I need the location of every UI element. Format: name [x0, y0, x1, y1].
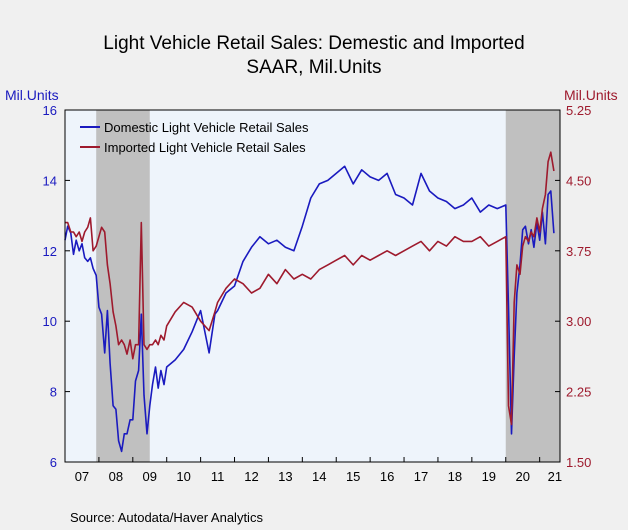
axis-ticks: 6 8 10 12 14 16 1.50 2.25 3.00 3.75 4.50 5.25 07 08 09…: [43, 103, 592, 484]
left-tick-label-3: 12: [43, 244, 57, 259]
legend: Domestic Light Vehicle Retail Sales Impo…: [80, 120, 309, 155]
left-tick-label-1: 8: [50, 385, 57, 400]
left-tick-label-5: 16: [43, 103, 57, 118]
left-tick-label-4: 14: [43, 173, 57, 188]
x-tick-label-3: 10: [176, 469, 190, 484]
recession-band-0: [96, 110, 150, 462]
legend-label-domestic: Domestic Light Vehicle Retail Sales: [104, 120, 309, 135]
right-tick-label-5: 5.25: [566, 103, 591, 118]
series-line-imported: [65, 151, 555, 426]
x-tick-label-12: 19: [482, 469, 496, 484]
x-tick-label-7: 14: [312, 469, 326, 484]
left-axis-unit: Mil.Units: [5, 87, 59, 103]
x-tick-label-9: 16: [380, 469, 394, 484]
right-tick-label-0: 1.50: [566, 455, 591, 470]
left-tick-label-2: 10: [43, 314, 57, 329]
source-note: Source: Autodata/Haver Analytics: [70, 510, 263, 525]
x-tick-label-13: 20: [515, 469, 529, 484]
series-line-domestic: [64, 165, 555, 453]
x-tick-label-6: 13: [278, 469, 292, 484]
x-tick-label-4: 11: [211, 469, 225, 484]
right-tick-label-2: 3.00: [566, 314, 591, 329]
right-tick-label-4: 4.50: [566, 173, 591, 188]
chart-title: Light Vehicle Retail Sales: Demestic and…: [103, 33, 524, 54]
x-tick-label-10: 17: [414, 469, 428, 484]
left-tick-label-0: 6: [50, 455, 57, 470]
x-tick-label-5: 12: [244, 469, 258, 484]
right-tick-label-1: 2.25: [566, 385, 591, 400]
legend-label-imported: Imported Light Vehicle Retail Sales: [104, 140, 306, 155]
x-tick-label-1: 08: [109, 469, 123, 484]
x-tick-label-8: 15: [346, 469, 360, 484]
plot-frame: [64, 109, 561, 463]
x-tick-label-2: 09: [143, 469, 157, 484]
series-lines: [64, 151, 555, 453]
x-tick-label-0: 07: [75, 469, 89, 484]
x-tick-label-14: 21: [548, 469, 562, 484]
right-tick-label-3: 3.75: [566, 244, 591, 259]
chart-subtitle: SAAR, Mil.Units: [246, 57, 381, 78]
right-axis-unit: Mil.Units: [564, 87, 618, 103]
x-tick-label-11: 18: [448, 469, 462, 484]
